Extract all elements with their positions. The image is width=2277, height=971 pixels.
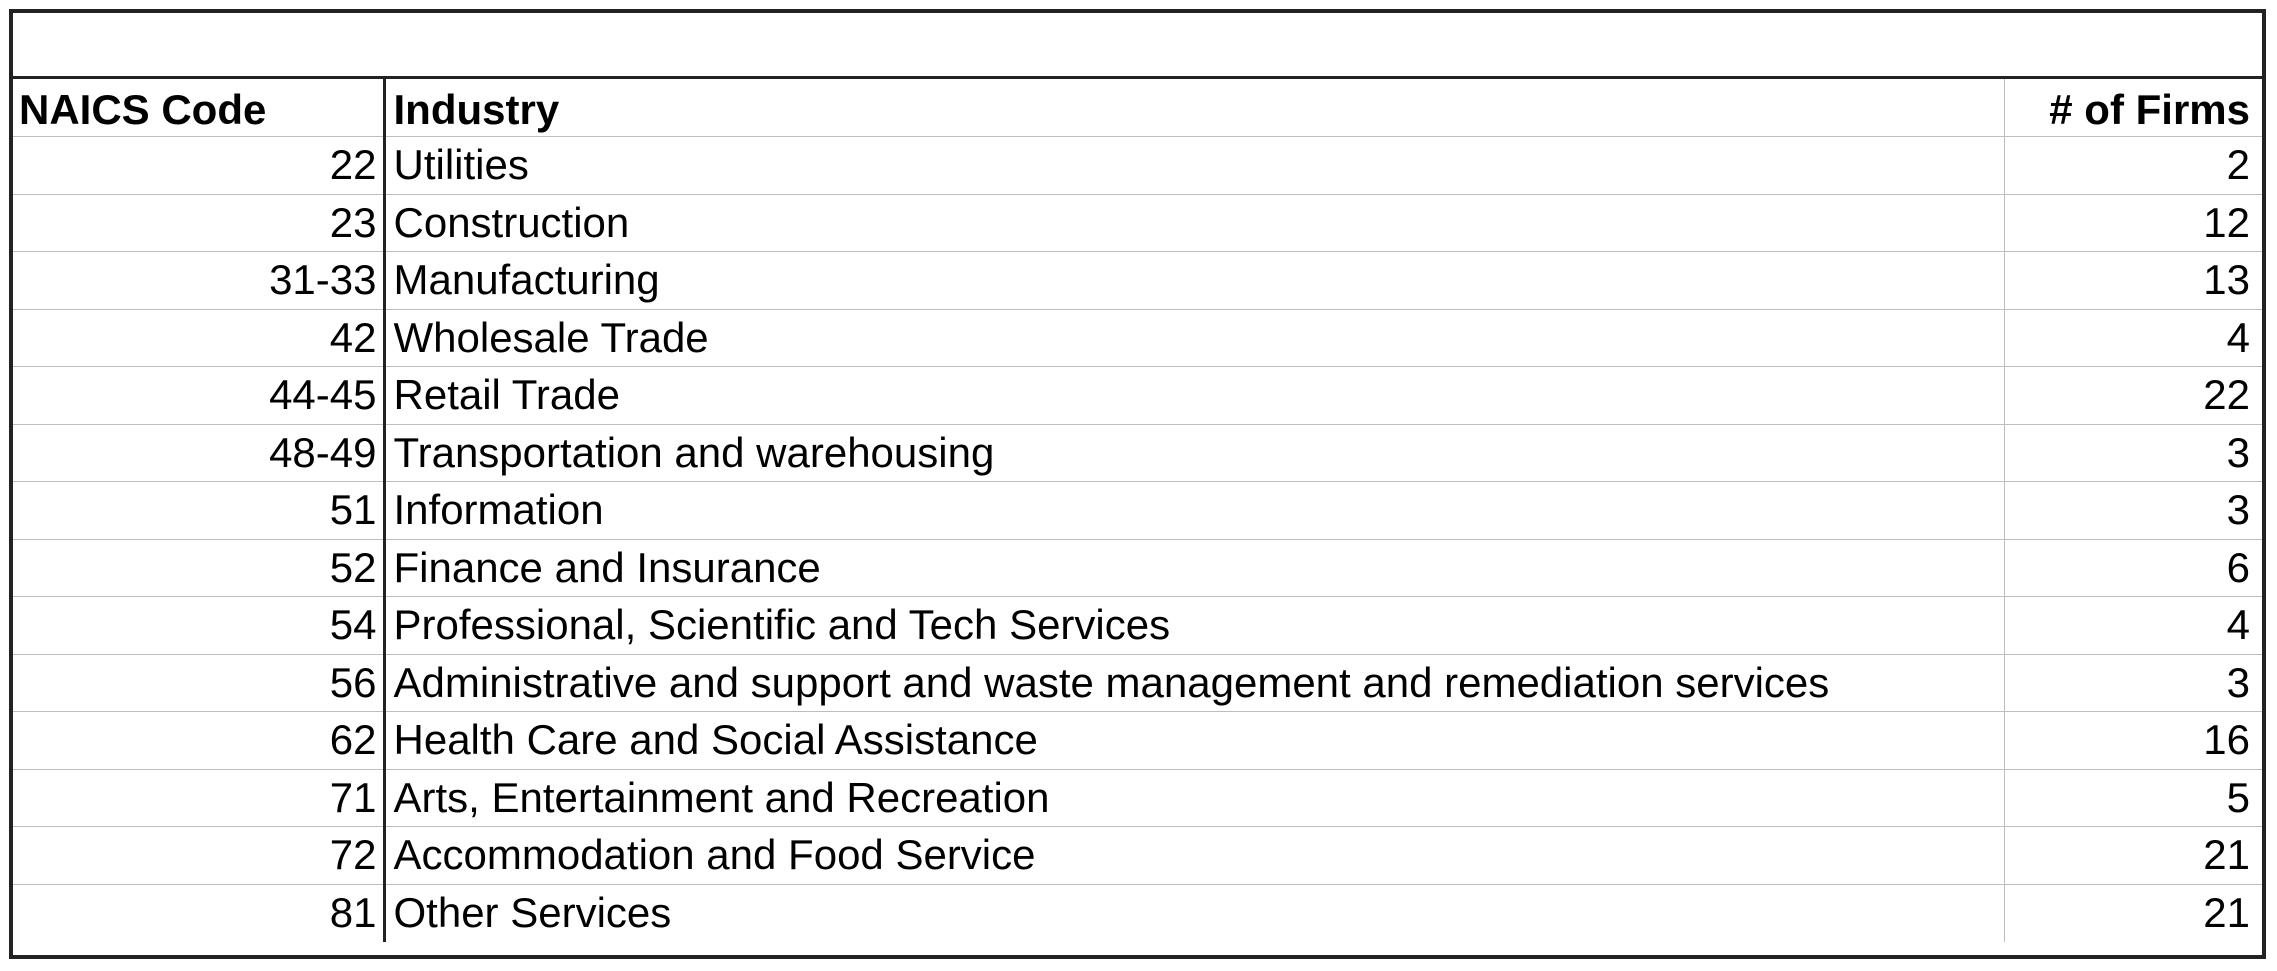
cell-industry: Accommodation and Food Service [384, 826, 2005, 884]
table-row: 72 Accommodation and Food Service 21 [13, 826, 2262, 884]
cell-industry: Retail Trade [384, 366, 2005, 424]
cell-num-firms: 21 [2004, 883, 2262, 942]
cell-naics-code: 42 [13, 308, 386, 367]
cell-naics-code: 54 [13, 596, 386, 654]
table-row: 52 Finance and Insurance 6 [13, 538, 2262, 597]
table-body: 22 Utilities 2 23 Construction 12 31-33 Manufac… [13, 136, 2262, 942]
cell-naics-code: 56 [13, 653, 386, 712]
table-row: 51 Information 3 [13, 481, 2262, 539]
cell-industry: Manufacturing [384, 251, 2005, 309]
table-row: 56 Administrative and support and waste m… [13, 653, 2262, 712]
data-grid: NAICS Code Industry # of Firms 22 Utiliti… [13, 79, 2262, 942]
table-row: 23 Construction 12 [13, 193, 2262, 252]
cell-naics-code: 22 [13, 136, 386, 194]
table-title-row [13, 13, 2262, 79]
header-row: NAICS Code Industry # of Firms [13, 79, 2262, 137]
cell-naics-code: 31-33 [13, 251, 386, 309]
cell-naics-code: 44-45 [13, 366, 386, 424]
table-row: 48-49 Transportation and warehousing 3 [13, 423, 2262, 482]
table-row: 42 Wholesale Trade 4 [13, 308, 2262, 367]
header-naics-code: NAICS Code [13, 79, 386, 137]
cell-naics-code: 72 [13, 826, 386, 884]
cell-industry: Finance and Insurance [384, 538, 2005, 597]
header-industry: Industry [384, 79, 2005, 137]
cell-num-firms: 3 [2004, 423, 2262, 482]
cell-num-firms: 22 [2004, 366, 2262, 424]
cell-naics-code: 71 [13, 768, 386, 827]
cell-num-firms: 4 [2004, 308, 2262, 367]
cell-industry: Administrative and support and waste man… [384, 653, 2005, 712]
naics-firms-table: NAICS Code Industry # of Firms 22 Utiliti… [9, 9, 2266, 959]
cell-num-firms: 12 [2004, 193, 2262, 252]
cell-industry: Health Care and Social Assistance [384, 711, 2005, 769]
cell-num-firms: 6 [2004, 538, 2262, 597]
cell-num-firms: 3 [2004, 481, 2262, 539]
cell-industry: Construction [384, 193, 2005, 252]
cell-num-firms: 2 [2004, 136, 2262, 194]
cell-num-firms: 4 [2004, 596, 2262, 654]
cell-naics-code: 48-49 [13, 423, 386, 482]
table-row: 54 Professional, Scientific and Tech Serv… [13, 596, 2262, 654]
table-row: 22 Utilities 2 [13, 136, 2262, 194]
cell-num-firms: 3 [2004, 653, 2262, 712]
header-num-firms: # of Firms [2049, 85, 2250, 133]
table-row: 62 Health Care and Social Assistance 16 [13, 711, 2262, 769]
cell-naics-code: 81 [13, 883, 386, 942]
table-row: 44-45 Retail Trade 22 [13, 366, 2262, 424]
cell-num-firms: 5 [2004, 768, 2262, 827]
cell-num-firms: 21 [2004, 826, 2262, 884]
table-row: 31-33 Manufacturing 13 [13, 251, 2262, 309]
cell-industry: Utilities [384, 136, 2005, 194]
table-row: 81 Other Services 21 [13, 883, 2262, 942]
cell-num-firms: 16 [2004, 711, 2262, 769]
cell-industry: Other Services [384, 883, 2005, 942]
cell-industry: Information [384, 481, 2005, 539]
cell-naics-code: 23 [13, 193, 386, 252]
cell-industry: Wholesale Trade [384, 308, 2005, 367]
cell-industry: Professional, Scientific and Tech Servic… [384, 596, 2005, 654]
cell-naics-code: 62 [13, 711, 386, 769]
table-row: 71 Arts, Entertainment and Recreation 5 [13, 768, 2262, 827]
cell-naics-code: 52 [13, 538, 386, 597]
cell-industry: Arts, Entertainment and Recreation [384, 768, 2005, 827]
cell-num-firms: 13 [2004, 251, 2262, 309]
cell-industry: Transportation and warehousing [384, 423, 2005, 482]
cell-naics-code: 51 [13, 481, 386, 539]
